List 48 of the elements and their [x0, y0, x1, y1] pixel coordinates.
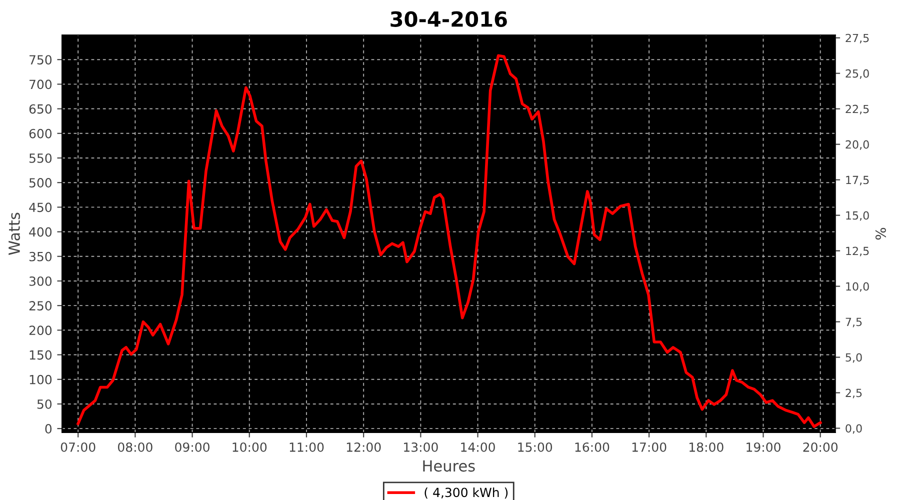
y-tick-label: 150: [30, 350, 52, 360]
y-tick-label: 350: [29, 252, 52, 262]
y-tick-label: 250: [29, 301, 52, 310]
y2-tick-label: 10,0: [846, 282, 869, 292]
y2-tick-label: 12,5: [846, 246, 869, 256]
x-tick-label: 14:00: [461, 442, 495, 452]
chart-title: 30-4-2016: [390, 11, 507, 27]
y-tick-label: 700: [30, 80, 52, 90]
y-tick-label: 400: [29, 227, 52, 237]
x-tick-label: 17:00: [632, 442, 666, 452]
x-tick-label: 09:00: [175, 442, 210, 452]
y-tick-label: 450: [29, 202, 52, 212]
legend-label: ( 4,300 kWh ): [424, 487, 508, 499]
y-tick-label: 50: [37, 399, 52, 409]
y2-tick-label: 15,0: [846, 211, 869, 221]
x-tick-label: 13:00: [404, 442, 438, 452]
x-tick-label: 19:00: [746, 442, 780, 452]
y2-tick-label: 27,5: [846, 34, 869, 44]
y-tick-label: 650: [29, 104, 52, 114]
y2-tick-label: 2,5: [846, 388, 862, 398]
y-tick-label: 500: [29, 178, 52, 188]
x-tick-label: 20:00: [803, 442, 838, 452]
y2-tick-label: 20,0: [846, 140, 869, 150]
x-tick-label: 10:00: [232, 442, 267, 452]
y-tick-label: 0: [45, 424, 52, 434]
x-tick-label: 18:00: [690, 442, 724, 452]
x-tick-label: 15:00: [518, 442, 552, 452]
y2-tick-label: 5,0: [846, 353, 862, 363]
y-tick-label: 750: [30, 55, 52, 65]
x-tick-label: 16:00: [575, 442, 610, 452]
y2-tick-label: 0,0: [846, 424, 862, 434]
y2-tick-label: 22,5: [846, 104, 869, 114]
y-tick-label: 100: [30, 374, 52, 384]
x-tick-label: 08:00: [118, 442, 152, 452]
line-series: [76, 54, 822, 428]
x-axis-title: Heures: [423, 460, 475, 472]
x-tick-label: 12:00: [346, 442, 381, 452]
y-tick-label: 200: [29, 326, 52, 336]
y-tick-label: 300: [29, 276, 52, 286]
y2-tick-label: 25,0: [846, 69, 869, 79]
x-tick-label: 07:00: [60, 442, 96, 452]
y2-tick-label: 17,5: [846, 176, 869, 186]
y-tick-label: 600: [29, 128, 52, 138]
y-tick-label: 550: [29, 153, 52, 163]
y2-axis-title: %: [875, 228, 886, 240]
x-tick-label: 11:00: [290, 442, 324, 452]
y-axis-title: Watts: [8, 212, 20, 255]
y2-tick-label: 7,5: [846, 318, 862, 328]
